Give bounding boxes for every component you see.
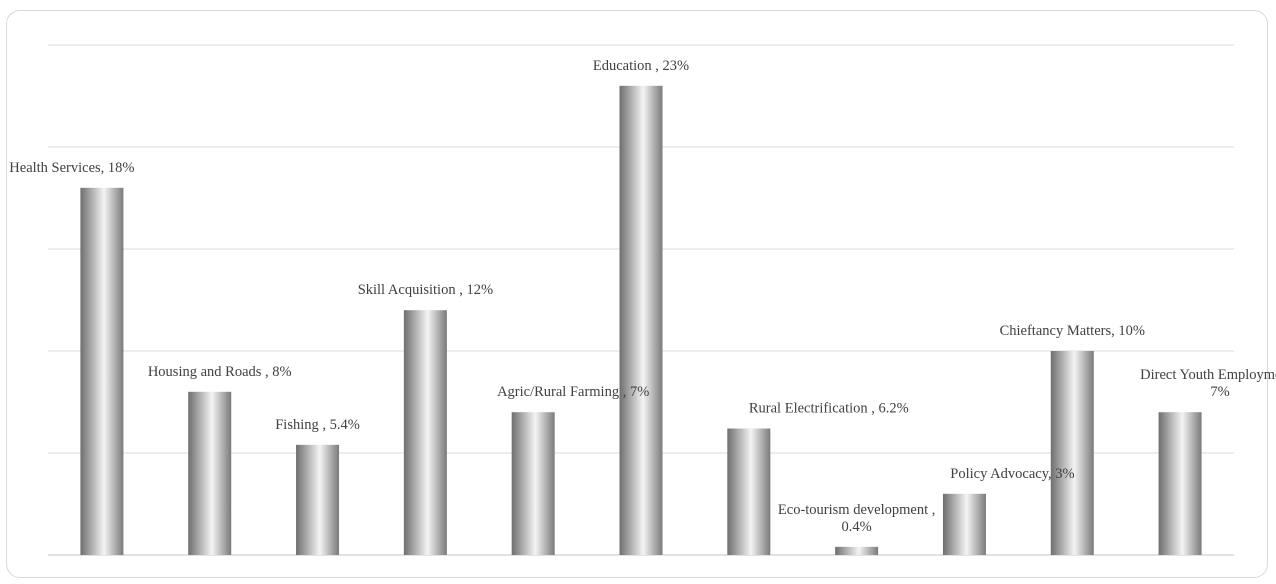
data-label: Education , 23% <box>593 58 689 74</box>
bar-health-services <box>80 187 124 556</box>
data-label: Skill Acquisition , 12% <box>358 282 493 298</box>
data-label: Policy Advocacy, 3% <box>950 466 1074 482</box>
data-labels: Health Services, 18% Housing and Roads , … <box>9 58 1276 535</box>
data-label: Eco-tourism development , 0.4% <box>778 502 935 535</box>
data-label: Housing and Roads , 8% <box>148 364 292 380</box>
bar-policy-advocacy <box>942 493 986 555</box>
data-label: Agric/Rural Farming , 7% <box>497 384 649 400</box>
data-label: Health Services, 18% <box>9 160 134 176</box>
data-label: Rural Electrification , 6.2% <box>749 401 909 417</box>
bars <box>80 85 1202 556</box>
bar-eco-tourism-development <box>835 546 879 555</box>
bar-chieftancy-matters <box>1050 351 1094 555</box>
data-label: Direct Youth Employment ,7% <box>1140 367 1276 400</box>
data-label: Chieftancy Matters, 10% <box>1000 323 1145 339</box>
bar-rural-electrification <box>727 428 771 555</box>
bar-fishing <box>296 444 340 555</box>
bar-housing-and-roads <box>188 391 232 555</box>
bar-skill-acquisition <box>403 310 447 555</box>
bar-direct-youth-employment <box>1158 412 1202 555</box>
bar-education <box>619 85 663 556</box>
data-label: Fishing , 5.4% <box>275 417 360 433</box>
bar-agric-rural-farming <box>511 412 555 555</box>
